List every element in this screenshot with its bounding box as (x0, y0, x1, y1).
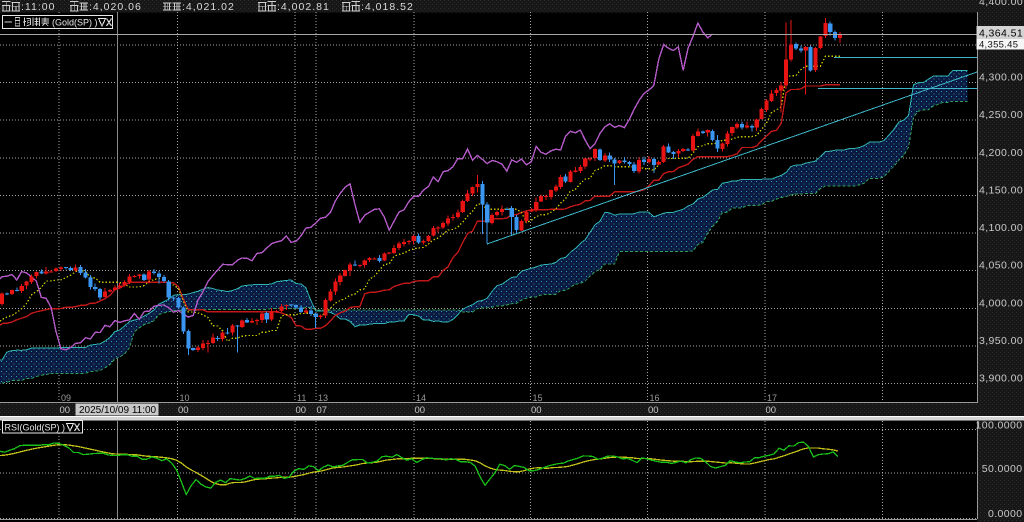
svg-text:16: 16 (650, 393, 660, 403)
svg-text:13: 13 (318, 393, 328, 403)
svg-text:4,250.00: 4,250.00 (979, 109, 1023, 121)
svg-text:50.0000: 50.0000 (982, 463, 1023, 475)
svg-text:00: 00 (296, 405, 307, 416)
svg-text:00: 00 (178, 405, 189, 416)
svg-text::4,002.81: :4,002.81 (277, 1, 330, 13)
svg-text:3,900.00: 3,900.00 (979, 373, 1023, 385)
svg-text:00: 00 (766, 405, 777, 416)
svg-text:4,300.00: 4,300.00 (979, 72, 1023, 84)
svg-text:07: 07 (317, 405, 328, 416)
svg-text:17: 17 (767, 393, 777, 403)
svg-text:(Gold(SP) ): (Gold(SP) ) (52, 18, 98, 28)
svg-text:00: 00 (531, 405, 542, 416)
svg-text:09: 09 (61, 393, 71, 403)
svg-text:4,100.00: 4,100.00 (979, 222, 1023, 234)
svg-text:15: 15 (533, 393, 543, 403)
svg-text::11:00: :11:00 (21, 1, 55, 13)
svg-text:00: 00 (415, 405, 426, 416)
svg-text:4,355.45: 4,355.45 (979, 40, 1018, 50)
svg-text:10: 10 (180, 393, 190, 403)
svg-text:4,200.00: 4,200.00 (979, 147, 1023, 159)
svg-text:4,000.00: 4,000.00 (979, 297, 1023, 309)
svg-text:14: 14 (416, 393, 426, 403)
svg-text::4,018.52: :4,018.52 (361, 1, 414, 13)
svg-text:RSI(Gold(SP) ): RSI(Gold(SP) ) (5, 423, 66, 433)
svg-text:00: 00 (60, 405, 71, 416)
svg-text:00: 00 (648, 405, 659, 416)
svg-text:4,400.00: 4,400.00 (979, 0, 1023, 8)
svg-text:4,150.00: 4,150.00 (979, 184, 1023, 196)
svg-text:100.0000: 100.0000 (976, 419, 1023, 431)
svg-text:4,050.00: 4,050.00 (979, 260, 1023, 272)
svg-text:11: 11 (297, 393, 306, 403)
svg-text:0.0000: 0.0000 (988, 508, 1023, 520)
svg-text:4,364.51: 4,364.51 (979, 28, 1023, 40)
svg-text::4,021.02: :4,021.02 (182, 1, 235, 13)
svg-text::4,020.06: :4,020.06 (89, 1, 142, 13)
svg-text:3,950.00: 3,950.00 (979, 335, 1023, 347)
svg-text:2025/10/09 11:00: 2025/10/09 11:00 (79, 405, 157, 416)
